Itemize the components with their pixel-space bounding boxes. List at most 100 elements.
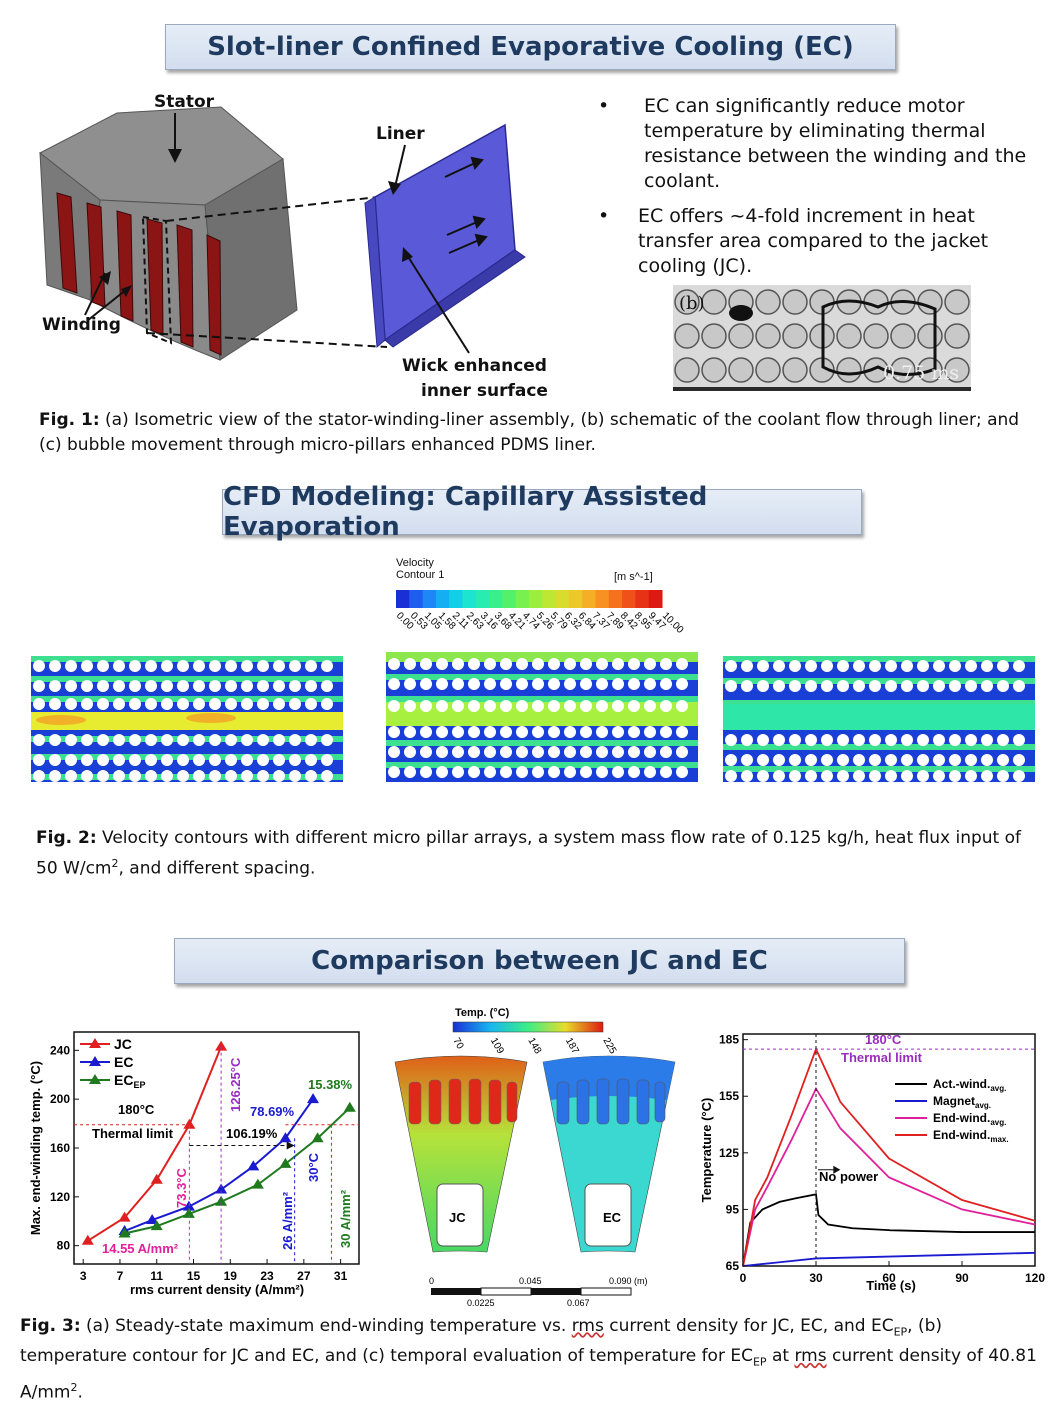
colorbar-segment (568, 590, 583, 608)
contour-pillar (257, 698, 269, 710)
colorbar-segment (422, 590, 437, 608)
bubble-photo: (b) 0.75 ms (673, 285, 971, 391)
data-point (118, 1211, 131, 1222)
contour-pillar (145, 680, 157, 692)
contour-pillar (644, 678, 656, 690)
contour-pillar (821, 754, 833, 766)
colorbar-segment (515, 590, 530, 608)
contour-pillar (81, 698, 93, 710)
temp-tick: 187 (563, 1036, 581, 1056)
contour-pillar (612, 658, 624, 670)
bullet-item: • EC offers ~4-fold increment in heat tra… (598, 205, 989, 277)
contour-pillar (949, 770, 961, 782)
series-line (742, 1046, 1036, 1267)
contour-pillar (917, 754, 929, 766)
pillar (755, 323, 781, 349)
contour-pillar (901, 770, 913, 782)
contour-pillar (532, 678, 544, 690)
contour-pillar (257, 680, 269, 692)
contour-pillar (81, 680, 93, 692)
contour-pillar (564, 746, 576, 758)
temp-legend-title: Temp. (°C) (455, 1007, 510, 1019)
fig1-caption: Fig. 1: (a) Isometric view of the stator… (39, 410, 1020, 455)
contour-pillar (177, 698, 189, 710)
colorbar-segment (529, 590, 543, 608)
contour-pillar (869, 680, 881, 692)
chart-temp-vs-current: 3 7 11 15 19 23 27 31 80 120 160 200 240 Max. end-wi… (28, 1031, 360, 1297)
chart-c-limit-label: Thermal limit (841, 1050, 923, 1065)
chart-c-no-power: No power (819, 1169, 878, 1184)
contour-pillar (404, 658, 416, 670)
contour-pillar (65, 754, 77, 766)
annot-ec-dt: 30°C (306, 1152, 321, 1182)
contour-pillar (388, 658, 400, 670)
contour-pillar (837, 660, 849, 672)
contour-pillar (305, 754, 317, 766)
wick-label-2: inner surface (421, 381, 548, 401)
contour-pillar (596, 678, 608, 690)
contour-pillar (225, 754, 237, 766)
contour-pillar (516, 746, 528, 758)
contour-pillar (484, 700, 496, 712)
contour-field (31, 656, 343, 782)
contour-pillar (161, 754, 173, 766)
contour-pillar (436, 700, 448, 712)
contour-pillar (516, 700, 528, 712)
contour-pillar (853, 734, 865, 746)
contour-pillar (65, 698, 77, 710)
contour-pillar (660, 658, 672, 670)
contour-pillar (1013, 680, 1025, 692)
pillar (674, 289, 700, 315)
colorbar-segment (449, 590, 463, 608)
contour-pillar (773, 680, 785, 692)
contour-pillar (113, 698, 125, 710)
legend-ecep: ECEP (114, 1072, 145, 1090)
contour-pillar (997, 770, 1009, 782)
contour-pillar (580, 658, 592, 670)
contour-pillar (676, 766, 688, 778)
contour-pillar (853, 680, 865, 692)
contour-pillar (660, 766, 672, 778)
contour-pillar (97, 734, 109, 746)
contour-pillar (468, 678, 480, 690)
contour-pillar (273, 660, 285, 672)
contour-pillar (564, 726, 576, 738)
legend-entry: Magnetavg. (933, 1094, 991, 1110)
contour-pillar (981, 770, 993, 782)
contour-pillar (981, 680, 993, 692)
contour-pillar (257, 754, 269, 766)
contour-pillar (789, 734, 801, 746)
contour-pillar (145, 754, 157, 766)
y-tick-label: 160 (50, 1141, 70, 1155)
contour-pillar (209, 754, 221, 766)
data-point (182, 1207, 195, 1218)
contour-pillar (965, 680, 977, 692)
contour-pillar (805, 680, 817, 692)
contour-pillar (468, 746, 480, 758)
temp-tick: 70 (450, 1036, 465, 1052)
contour-pillar (725, 770, 737, 782)
contour-pillar (161, 734, 173, 746)
contour-pillar (532, 658, 544, 670)
contour-field (723, 656, 1035, 782)
contour-pillar (532, 746, 544, 758)
colorbar-segment (595, 590, 610, 608)
contour-pillar (725, 660, 737, 672)
contour-pillar (305, 734, 317, 746)
contour-pillar (145, 734, 157, 746)
contour-pillar (564, 700, 576, 712)
contour-pillar (676, 726, 688, 738)
contour-pillar (452, 658, 464, 670)
contour-pillar (981, 734, 993, 746)
contour-pillar (404, 726, 416, 738)
contour-pillar (516, 678, 528, 690)
winding-label: Winding (42, 315, 121, 335)
data-point (146, 1214, 159, 1225)
contour-pillar (257, 734, 269, 746)
y-tick-label: 185 (719, 1033, 739, 1047)
contour-pillar (676, 700, 688, 712)
y-tick-label: 155 (719, 1089, 739, 1103)
contour-pillar (177, 660, 189, 672)
contour-pillar (273, 698, 285, 710)
contour-pillar (660, 700, 672, 712)
